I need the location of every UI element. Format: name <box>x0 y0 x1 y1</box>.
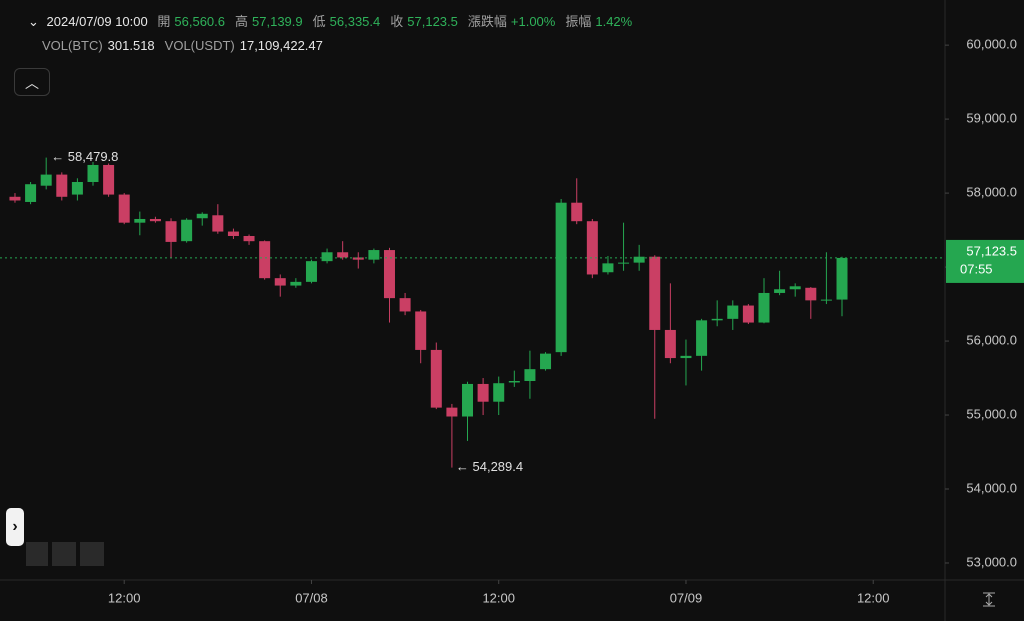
x-tick-label: 07/08 <box>295 590 328 605</box>
field-value: 1.42% <box>595 14 633 29</box>
candle-body <box>586 221 598 275</box>
expand-button[interactable]: › <box>6 508 24 546</box>
y-tick-label: 54,000.0 <box>966 480 1017 495</box>
collapse-button[interactable]: ︿ <box>14 68 50 96</box>
watermark <box>26 542 104 566</box>
volume-label: VOL(USDT) <box>164 38 235 53</box>
candle-body <box>727 305 739 319</box>
candle-body <box>321 252 333 262</box>
candle-body <box>399 298 411 312</box>
candle-body <box>305 261 317 282</box>
volume-label: VOL(BTC) <box>42 38 103 53</box>
y-tick-label: 53,000.0 <box>966 554 1017 569</box>
candle-body <box>696 320 708 356</box>
field-label: 漲跌幅 <box>467 14 507 29</box>
candle-body <box>87 164 99 182</box>
candle-body <box>25 184 37 202</box>
field-value: 56,335.4 <box>329 14 381 29</box>
ohlc-fields: 開 56,560.6 高 57,139.9 低 56,335.4 收 57,123.5 漲跌幅 +… <box>157 14 642 29</box>
field-label: 振幅 <box>565 14 592 29</box>
candle-body <box>649 256 661 330</box>
candle-body <box>805 287 817 301</box>
candle-body <box>196 213 208 219</box>
candle-body <box>118 194 130 223</box>
candle-body <box>181 219 193 242</box>
candle-body <box>758 292 770 323</box>
candle-body <box>71 181 83 195</box>
field-value: +1.00% <box>510 14 556 29</box>
volume-value: 301.518 <box>107 38 155 53</box>
candle-body <box>571 202 583 222</box>
candle-body <box>243 235 255 242</box>
y-tick-label: 59,000.0 <box>966 111 1017 126</box>
y-tick-label: 60,000.0 <box>966 37 1017 52</box>
x-tick-label: 12:00 <box>482 590 515 605</box>
candle-body <box>212 215 224 232</box>
last-price-tag <box>946 239 1024 283</box>
candle-body <box>149 218 161 222</box>
candle-body <box>383 250 395 299</box>
candle-body <box>774 289 786 293</box>
candle-body <box>524 369 536 381</box>
candle-body <box>820 299 832 301</box>
x-tick-label: 12:00 <box>108 590 141 605</box>
candle-body <box>165 221 177 242</box>
field-label: 開 <box>157 14 171 29</box>
candle-body <box>836 257 848 300</box>
candle-body <box>618 262 630 264</box>
candle-body <box>477 383 489 402</box>
candle-body <box>493 383 505 402</box>
candle-body <box>664 329 676 359</box>
field-value: 57,139.9 <box>252 14 303 29</box>
candle-body <box>134 218 146 223</box>
candle-body <box>680 355 692 359</box>
candle-body <box>56 174 68 197</box>
ohlc-header: ⌄ 2024/07/09 10:00 開 56,560.6 高 57,139.9 低 56… <box>28 11 648 30</box>
y-tick-label: 56,000.0 <box>966 332 1017 347</box>
candle-body <box>633 256 645 263</box>
countdown: 07:55 <box>960 261 993 276</box>
candle-body <box>602 263 614 273</box>
max-annotation: ← 58,479.8 <box>51 149 118 164</box>
y-tick-label: 58,000.0 <box>966 185 1017 200</box>
candle-body <box>290 281 302 286</box>
min-annotation: ← 54,289.4 <box>456 459 523 474</box>
field-value: 56,560.6 <box>174 14 225 29</box>
x-tick-label: 12:00 <box>857 590 890 605</box>
last-price-label: 57,123.5 <box>966 243 1017 258</box>
candle-body <box>446 407 458 417</box>
collapse-icon[interactable]: ⌄ <box>28 14 39 29</box>
candle-body <box>368 250 380 260</box>
candle-body <box>742 305 754 323</box>
candle-body <box>430 349 442 408</box>
candle-body <box>711 318 723 321</box>
candle-body <box>462 383 474 417</box>
candle-body <box>103 164 115 195</box>
candle-body <box>555 202 567 353</box>
candle-body <box>259 241 271 279</box>
y-tick-label: 55,000.0 <box>966 406 1017 421</box>
candle-body <box>540 353 552 370</box>
field-label: 收 <box>390 14 404 29</box>
field-value: 57,123.5 <box>407 14 458 29</box>
volume-header: VOL(BTC) 301.518 VOL(USDT) 17,109,422.47 <box>42 38 333 53</box>
candle-body <box>227 231 239 236</box>
candle-body <box>9 196 21 201</box>
candle-body <box>508 380 520 383</box>
datetime: 2024/07/09 10:00 <box>46 14 148 29</box>
candle-body <box>274 278 286 286</box>
volume-value: 17,109,422.47 <box>239 38 323 53</box>
candle-body <box>789 286 801 290</box>
field-label: 低 <box>312 14 326 29</box>
field-label: 高 <box>235 14 249 29</box>
x-tick-label: 07/09 <box>670 590 703 605</box>
candle-body <box>40 174 52 186</box>
candle-body <box>337 252 349 258</box>
candle-body <box>415 311 427 350</box>
axis-toggle-icon[interactable] <box>983 592 995 607</box>
candle-body <box>352 257 364 260</box>
